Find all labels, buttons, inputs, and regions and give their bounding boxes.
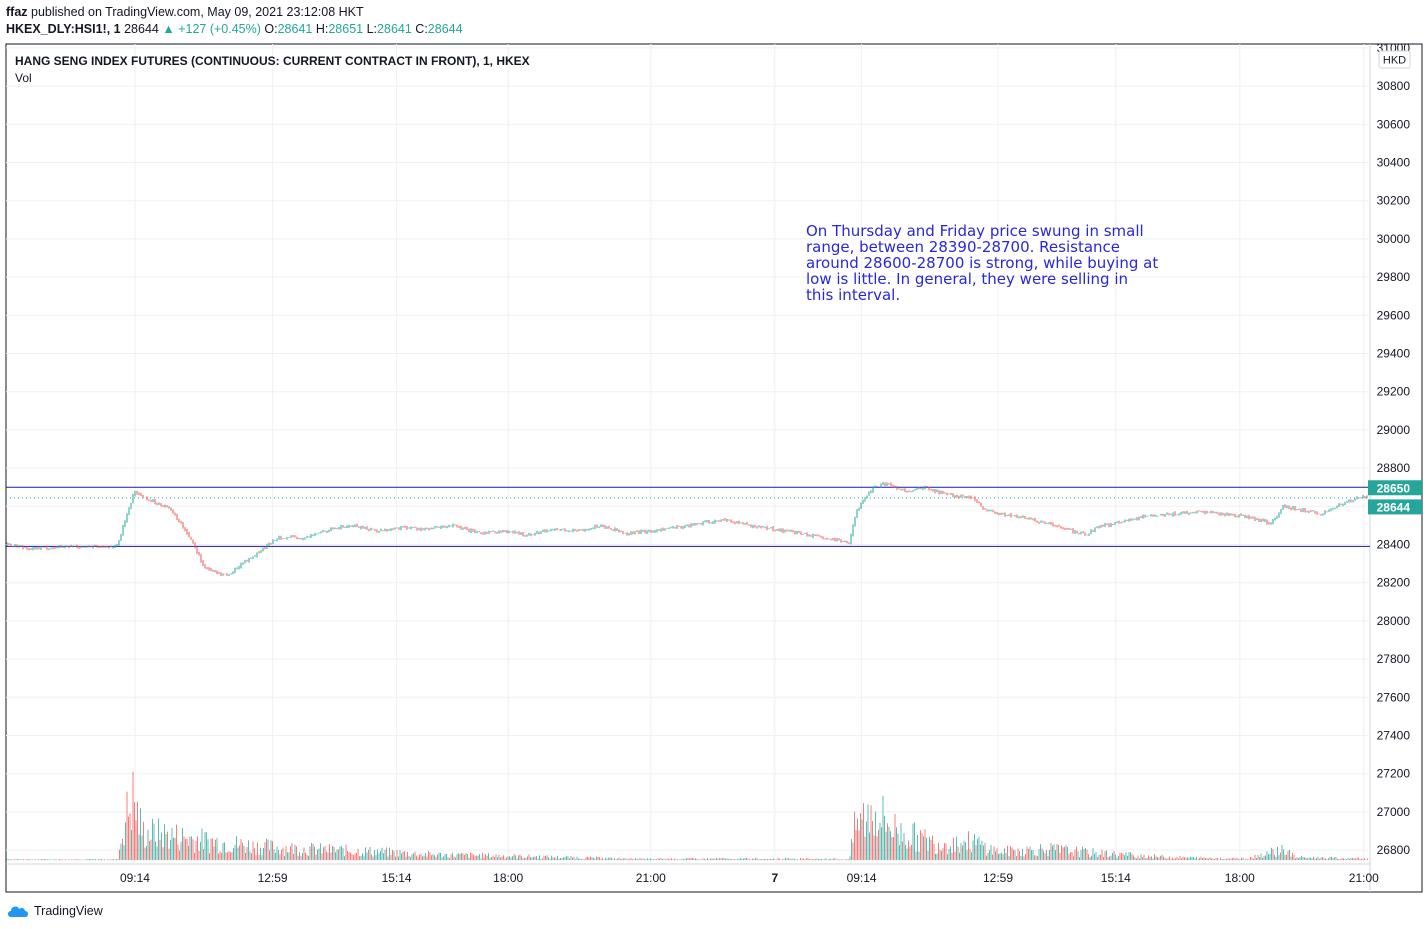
price-label-box [1368, 499, 1422, 515]
x-tick-label: 18:00 [493, 871, 523, 885]
close-label: C: [415, 22, 428, 36]
currency-box [1378, 50, 1411, 69]
y-tick-label: 28400 [1377, 538, 1411, 552]
x-tick-label: 09:14 [120, 871, 150, 885]
y-tick-label: 30600 [1377, 117, 1411, 131]
y-tick-label: 30200 [1377, 194, 1411, 208]
x-tick-label: 15:14 [1101, 871, 1131, 885]
low-label: L: [366, 22, 378, 36]
open-value: 28641 [277, 22, 313, 36]
y-tick-label: 29600 [1377, 308, 1411, 322]
y-tick-label: 29400 [1377, 347, 1411, 361]
annotation-text: On Thursday and Friday price swung in sm… [806, 222, 1144, 240]
x-tick-label: 18:00 [1225, 871, 1255, 885]
price-label: 28650 [1377, 481, 1411, 495]
chart-title: HANG SENG INDEX FUTURES (CONTINUOUS: CUR… [15, 54, 530, 68]
x-tick-label: 21:00 [1349, 871, 1379, 885]
volume-label: Vol [15, 71, 32, 85]
y-tick-label: 27000 [1377, 805, 1411, 819]
close-value: 28644 [427, 22, 463, 36]
x-tick-label: 09:14 [847, 871, 877, 885]
footer: TradingView [6, 900, 103, 922]
price-change: +127 (+0.45%) [178, 22, 261, 36]
y-tick-label: 26800 [1377, 843, 1411, 857]
y-tick-label: 28000 [1377, 614, 1411, 628]
brand-name[interactable]: TradingView [34, 904, 103, 918]
change-up-icon: ▲ [162, 22, 175, 36]
x-tick-label: 21:00 [636, 871, 666, 885]
high-value: 28651 [328, 22, 364, 36]
high-label: H: [315, 22, 329, 36]
last-price: 28644 [124, 22, 159, 36]
y-tick-label: 27200 [1377, 767, 1411, 781]
currency-label: HKD [1383, 55, 1406, 67]
y-tick-label: 29800 [1377, 270, 1411, 284]
annotation-text: range, between 28390-28700. Resistance [806, 238, 1120, 256]
published-info: published on TradingView.com, May 09, 20… [31, 5, 364, 19]
price-label-box [1368, 480, 1422, 496]
low-value: 28641 [377, 22, 412, 36]
open-label: O: [264, 22, 278, 36]
y-tick-label: 29000 [1377, 423, 1411, 437]
price-label: 28644 [1377, 500, 1411, 514]
y-tick-label: 27400 [1377, 729, 1411, 743]
chart-header: ffaz published on TradingView.com, May 0… [6, 4, 1406, 42]
author-name[interactable]: ffaz [6, 5, 28, 19]
y-tick-label: 30000 [1377, 232, 1411, 246]
y-tick-label: 28200 [1377, 576, 1411, 590]
x-tick-label: 7 [771, 871, 778, 885]
y-tick-label: 28800 [1377, 461, 1411, 475]
symbol-label: HKEX_DLY:HSI1!, 1 [6, 22, 121, 36]
y-tick-label: 30800 [1377, 79, 1411, 93]
annotation-text: this interval. [806, 286, 900, 304]
y-tick-label: 30400 [1377, 156, 1411, 170]
tradingview-cloud-icon [8, 906, 28, 917]
annotation-text: around 28600-28700 is strong, while buyi… [806, 254, 1158, 272]
annotation-text: low is little. In general, they were sel… [806, 270, 1128, 288]
y-tick-label: 27800 [1377, 652, 1411, 666]
x-tick-label: 12:59 [258, 871, 288, 885]
x-tick-label: 15:14 [382, 871, 412, 885]
y-tick-label: 29200 [1377, 385, 1411, 399]
x-tick-label: 12:59 [983, 871, 1013, 885]
y-tick-label: 27600 [1377, 690, 1411, 704]
